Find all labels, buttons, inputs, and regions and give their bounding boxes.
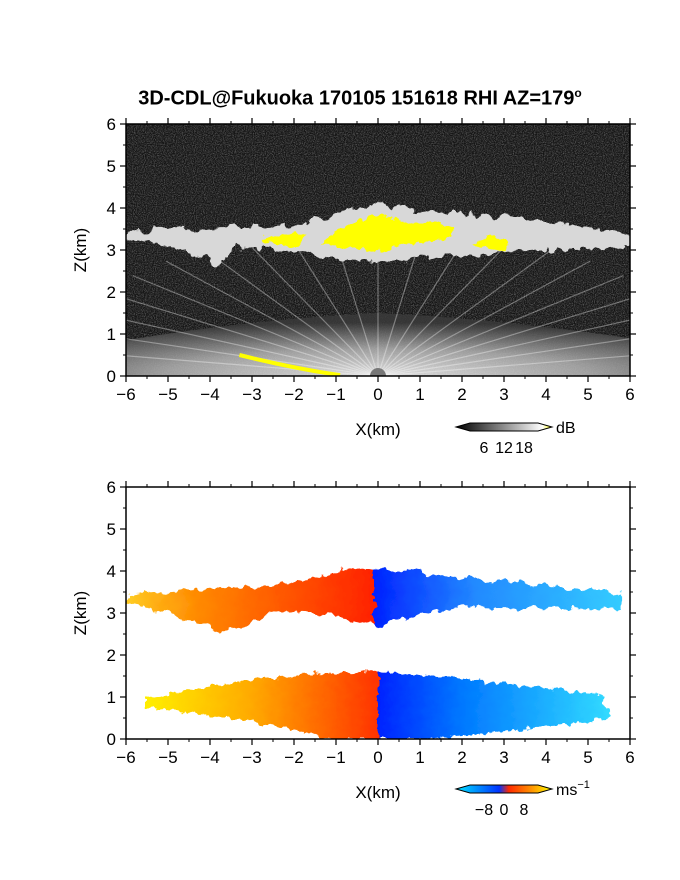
beam-ray	[243, 238, 379, 376]
beam-ray	[377, 355, 630, 376]
negative-velocity-region	[378, 671, 614, 739]
y-axis-label: Z(km)	[71, 591, 90, 635]
x-tick-label: −2	[284, 385, 303, 404]
x-tick-label: 0	[373, 748, 382, 767]
x-tick-label: 1	[415, 385, 424, 404]
beam-ray	[377, 319, 630, 376]
x-tick-label: 3	[499, 748, 508, 767]
beam-ray	[126, 338, 379, 376]
beam-ray	[165, 260, 379, 376]
x-tick-label: 2	[457, 385, 466, 404]
plot-area	[126, 487, 630, 739]
x-tick-label: −4	[200, 748, 219, 767]
x-tick-label: 5	[583, 748, 592, 767]
degree-mark: o	[574, 86, 582, 100]
x-tick-label: −1	[326, 748, 345, 767]
x-tick-label: −4	[200, 385, 219, 404]
y-tick-label: 1	[107, 688, 116, 707]
beam-ray	[377, 275, 624, 376]
beam-ray	[286, 231, 379, 376]
colorbar: 6 12 18 dB	[454, 420, 576, 457]
colorbar-tick-label: 6	[480, 440, 489, 457]
y-tick-label: 6	[107, 115, 116, 134]
chart-title: 3D-CDL@Fukuoka 170105 151618 RHI AZ=179o	[138, 86, 582, 110]
beam-ray	[377, 338, 630, 376]
y-tick-label: 2	[107, 283, 116, 302]
x-tick-label: −3	[242, 385, 261, 404]
colorbar-bar	[454, 784, 554, 794]
colorbar-tick-label: 12	[495, 440, 513, 457]
saturated-core	[319, 215, 454, 252]
colorbar-unit-exponent: −1	[577, 779, 590, 791]
y-tick-label: 5	[107, 520, 116, 539]
beam-ray	[202, 248, 379, 376]
saturated-core	[260, 234, 307, 248]
y-tick-label: 3	[107, 604, 116, 623]
x-tick-label: −5	[158, 748, 177, 767]
x-tick-label: 6	[625, 385, 634, 404]
x-tick-label: 1	[415, 748, 424, 767]
beam-ray	[377, 298, 630, 376]
y-axis-label: Z(km)	[71, 228, 90, 272]
x-tick-label: 2	[457, 748, 466, 767]
y-tick-label: 6	[107, 478, 116, 497]
y-tick-label: 0	[107, 367, 116, 386]
beam-ray	[132, 275, 379, 376]
x-tick-label: −6	[116, 748, 135, 767]
colorbar-unit: ms−1	[556, 779, 590, 799]
boundary-layer	[126, 313, 630, 376]
y-tick-label: 4	[107, 562, 116, 581]
x-tick-label: −6	[116, 385, 135, 404]
beam-ray	[377, 260, 591, 376]
x-tick-label: −1	[326, 385, 345, 404]
saturated-core	[474, 237, 509, 253]
colorbar: −8 0 8 ms−1	[454, 779, 590, 819]
colorbar-tick-label: 0	[500, 802, 509, 819]
colorbar-tick-label: 18	[515, 440, 533, 457]
x-axis-label: X(km)	[355, 783, 400, 802]
beam-ray	[126, 298, 379, 376]
positive-velocity-region	[147, 671, 378, 739]
y-tick-label: 2	[107, 646, 116, 665]
x-tick-label: −5	[158, 385, 177, 404]
x-tick-label: 4	[541, 748, 550, 767]
y-tick-label: 0	[107, 730, 116, 749]
beam-ray	[377, 238, 513, 376]
lidar-origin	[370, 368, 386, 376]
x-tick-label: 0	[373, 385, 382, 404]
colorbar-tick-label: 8	[520, 802, 529, 819]
cloud-layer	[126, 566, 622, 632]
plot-area	[126, 124, 630, 376]
y-tick-label: 1	[107, 325, 116, 344]
ground-echo	[238, 353, 341, 376]
colorbar-bar	[454, 422, 554, 432]
colorbar-unit: dB	[556, 420, 576, 437]
colorbar-tick-label: −8	[475, 802, 493, 819]
x-tick-label: 5	[583, 385, 592, 404]
y-tick-label: 5	[107, 157, 116, 176]
x-tick-label: 3	[499, 385, 508, 404]
y-tick-label: 4	[107, 199, 116, 218]
beam-ray	[377, 248, 554, 376]
x-tick-label: 6	[625, 748, 634, 767]
x-tick-label: 4	[541, 385, 550, 404]
beam-ray	[126, 319, 379, 376]
beam-ray	[377, 231, 470, 376]
x-tick-label: −3	[242, 748, 261, 767]
x-tick-label: −2	[284, 748, 303, 767]
y-tick-label: 3	[107, 241, 116, 260]
x-axis-label: X(km)	[355, 420, 400, 439]
